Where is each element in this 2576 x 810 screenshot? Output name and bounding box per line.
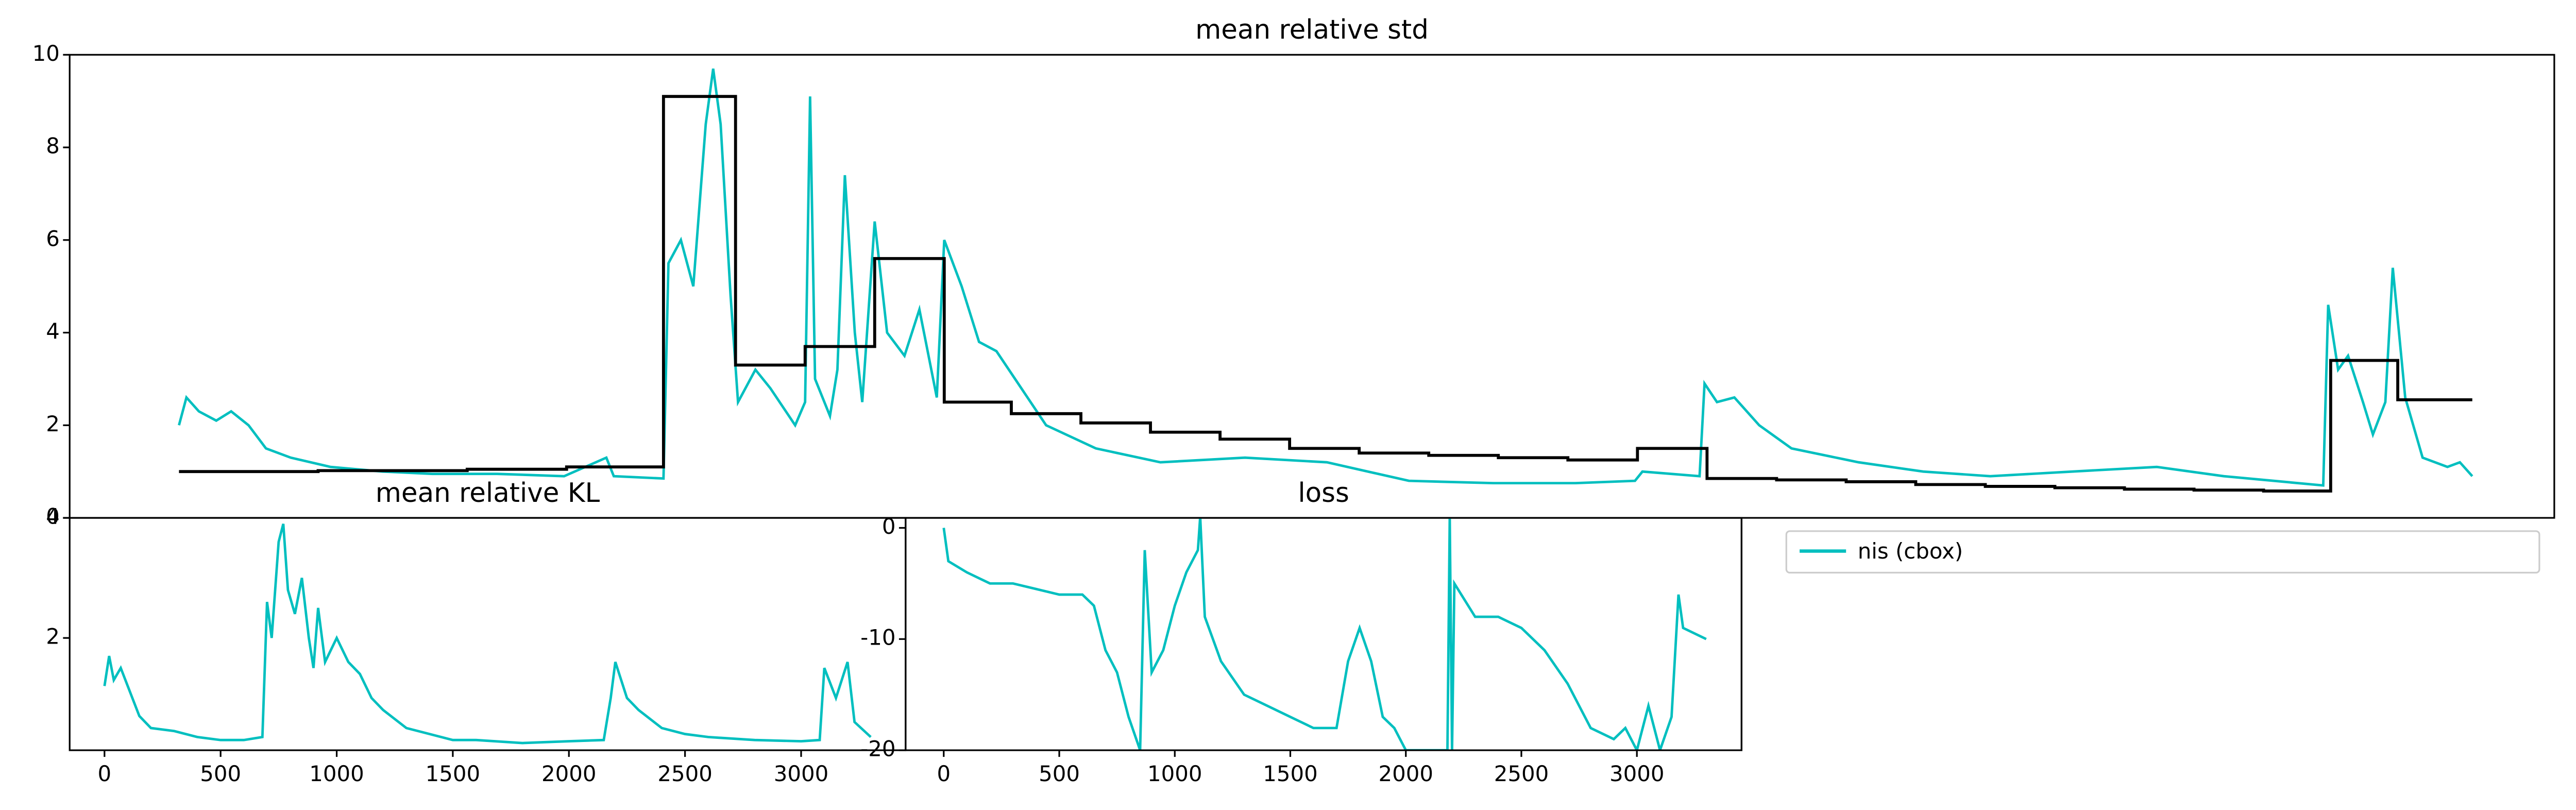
series-line — [179, 95, 2472, 493]
y-tick-label: 4 — [46, 318, 60, 344]
y-tick-label: 2 — [46, 624, 60, 649]
x-tick-label: 1500 — [1263, 761, 1317, 786]
y-tick-label: 4 — [46, 504, 60, 529]
x-tick-label: 3000 — [774, 761, 828, 786]
x-tick-label: 2000 — [1378, 761, 1433, 786]
chart-title: loss — [1298, 478, 1349, 509]
y-tick-label: 0 — [46, 504, 60, 529]
x-tick-label: 1500 — [426, 761, 480, 786]
chart-title: mean relative std — [1195, 14, 1429, 45]
legend-label: nis (cbox) — [1858, 538, 1963, 564]
x-tick-label: 3000 — [1609, 761, 1664, 786]
x-tick-label: 1000 — [309, 761, 364, 786]
x-tick-label: 0 — [98, 761, 112, 786]
y-tick-label: 8 — [46, 133, 60, 159]
x-tick-label: 500 — [200, 761, 241, 786]
x-tick-label: 1000 — [1147, 761, 1202, 786]
y-tick-label: 2 — [46, 411, 60, 436]
y-tick-label: 10 — [32, 41, 60, 66]
legend-box — [1785, 530, 2540, 573]
x-tick-label: 500 — [1039, 761, 1080, 786]
x-tick-label: 2500 — [657, 761, 712, 786]
x-tick-label: 0 — [937, 761, 951, 786]
series-line — [103, 524, 872, 745]
series-line — [178, 68, 2473, 487]
series-line — [942, 518, 1707, 751]
y-tick-label: 6 — [46, 226, 60, 251]
y-tick-label: -20 — [860, 736, 895, 762]
y-tick-label: -10 — [860, 625, 895, 650]
y-tick-label: 0 — [882, 514, 896, 539]
x-tick-label: 2500 — [1494, 761, 1549, 786]
chart-title: mean relative KL — [376, 478, 600, 509]
x-tick-label: 2000 — [541, 761, 596, 786]
